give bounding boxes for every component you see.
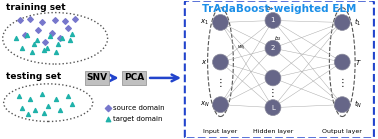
Circle shape bbox=[265, 40, 281, 56]
Text: 2: 2 bbox=[271, 45, 275, 51]
Text: $b_2$: $b_2$ bbox=[274, 34, 282, 43]
Circle shape bbox=[265, 70, 281, 86]
FancyBboxPatch shape bbox=[122, 71, 146, 85]
Point bbox=[45, 105, 51, 107]
Text: Hidden layer: Hidden layer bbox=[253, 129, 293, 134]
Point bbox=[65, 27, 71, 29]
Circle shape bbox=[265, 13, 281, 28]
Text: $x$: $x$ bbox=[201, 58, 208, 66]
Point bbox=[29, 51, 36, 53]
Text: $T$: $T$ bbox=[355, 58, 361, 67]
Point bbox=[39, 21, 45, 24]
Text: ⋮: ⋮ bbox=[337, 78, 347, 88]
Point bbox=[47, 35, 53, 37]
Point bbox=[72, 17, 78, 20]
Point bbox=[53, 98, 59, 100]
Text: $x_1$: $x_1$ bbox=[200, 18, 209, 27]
Point bbox=[41, 111, 47, 114]
Text: Input layer: Input layer bbox=[203, 129, 238, 134]
Text: Output layer: Output layer bbox=[322, 129, 362, 134]
Point bbox=[27, 98, 33, 100]
Circle shape bbox=[212, 54, 228, 70]
Point bbox=[59, 37, 65, 39]
Point bbox=[69, 33, 75, 35]
Circle shape bbox=[212, 97, 228, 113]
Ellipse shape bbox=[3, 13, 108, 64]
Circle shape bbox=[212, 15, 228, 30]
Point bbox=[42, 41, 48, 43]
Text: $t_1$: $t_1$ bbox=[355, 17, 362, 28]
Text: SNV: SNV bbox=[86, 73, 107, 82]
Point bbox=[44, 47, 50, 49]
Text: PCA: PCA bbox=[124, 73, 144, 82]
Circle shape bbox=[334, 97, 350, 113]
Text: L: L bbox=[271, 105, 275, 111]
Point bbox=[53, 51, 59, 53]
Point bbox=[105, 118, 111, 121]
Point bbox=[15, 95, 22, 97]
Point bbox=[57, 37, 63, 39]
Circle shape bbox=[265, 100, 281, 116]
Text: training set: training set bbox=[6, 3, 65, 12]
Point bbox=[25, 112, 31, 115]
Point bbox=[52, 18, 58, 21]
Point bbox=[17, 19, 23, 22]
Ellipse shape bbox=[4, 84, 93, 121]
Point bbox=[39, 93, 45, 95]
Point bbox=[55, 43, 61, 45]
Circle shape bbox=[334, 54, 350, 70]
Circle shape bbox=[334, 15, 350, 30]
Point bbox=[34, 39, 40, 41]
Point bbox=[22, 34, 28, 36]
Point bbox=[27, 17, 33, 20]
Point bbox=[33, 108, 39, 111]
FancyBboxPatch shape bbox=[185, 1, 374, 138]
Point bbox=[62, 20, 68, 23]
Text: target domain: target domain bbox=[113, 116, 162, 122]
Text: testing set: testing set bbox=[6, 72, 61, 81]
Text: $b_1$: $b_1$ bbox=[266, 4, 274, 13]
Point bbox=[41, 49, 47, 51]
Point bbox=[105, 106, 111, 109]
Text: 1: 1 bbox=[271, 18, 275, 23]
Point bbox=[31, 43, 37, 45]
FancyBboxPatch shape bbox=[85, 71, 108, 85]
Point bbox=[67, 39, 73, 41]
Text: TrAdaBoost-weighted ELM: TrAdaBoost-weighted ELM bbox=[202, 4, 356, 14]
Text: source domain: source domain bbox=[113, 105, 164, 111]
Text: ⋮: ⋮ bbox=[268, 88, 278, 98]
Point bbox=[35, 29, 41, 32]
Text: $x_N$: $x_N$ bbox=[200, 100, 209, 109]
Point bbox=[57, 108, 63, 111]
Point bbox=[65, 95, 71, 97]
Text: $w_{ij}$: $w_{ij}$ bbox=[237, 44, 246, 53]
Point bbox=[49, 32, 55, 34]
Point bbox=[25, 34, 31, 36]
Text: ⋮: ⋮ bbox=[215, 78, 225, 88]
Point bbox=[19, 106, 25, 109]
Point bbox=[19, 47, 25, 49]
Point bbox=[69, 103, 75, 105]
Text: $t_N$: $t_N$ bbox=[354, 99, 362, 110]
Point bbox=[12, 37, 19, 39]
